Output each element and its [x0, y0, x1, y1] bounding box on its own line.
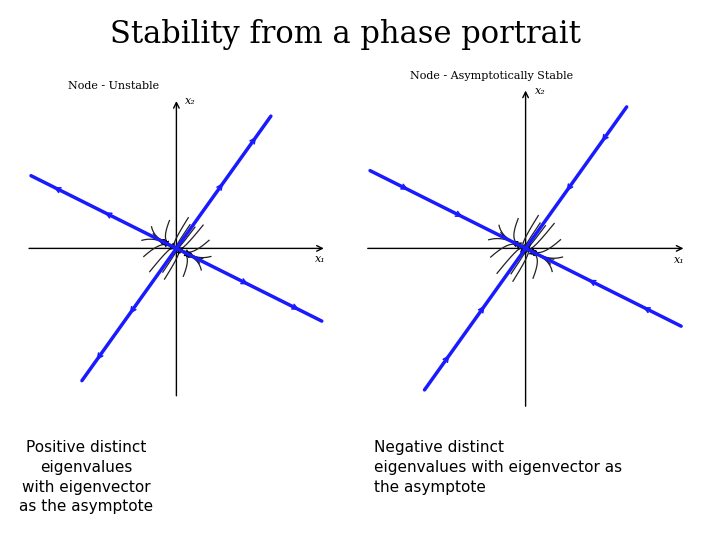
- Text: Stability from a phase portrait: Stability from a phase portrait: [110, 19, 581, 50]
- Text: x₁: x₁: [674, 255, 685, 265]
- Text: x₂: x₂: [534, 86, 545, 97]
- Text: Node - Asymptotically Stable: Node - Asymptotically Stable: [410, 71, 573, 80]
- Text: Positive distinct
eigenvalues
with eigenvector
as the asymptote: Positive distinct eigenvalues with eigen…: [19, 440, 153, 515]
- Text: Negative distinct
eigenvalues with eigenvector as
the asymptote: Negative distinct eigenvalues with eigen…: [374, 440, 623, 495]
- Text: Node - Unstable: Node - Unstable: [68, 82, 159, 91]
- Text: x₂: x₂: [185, 97, 195, 106]
- Text: x₁: x₁: [315, 254, 325, 264]
